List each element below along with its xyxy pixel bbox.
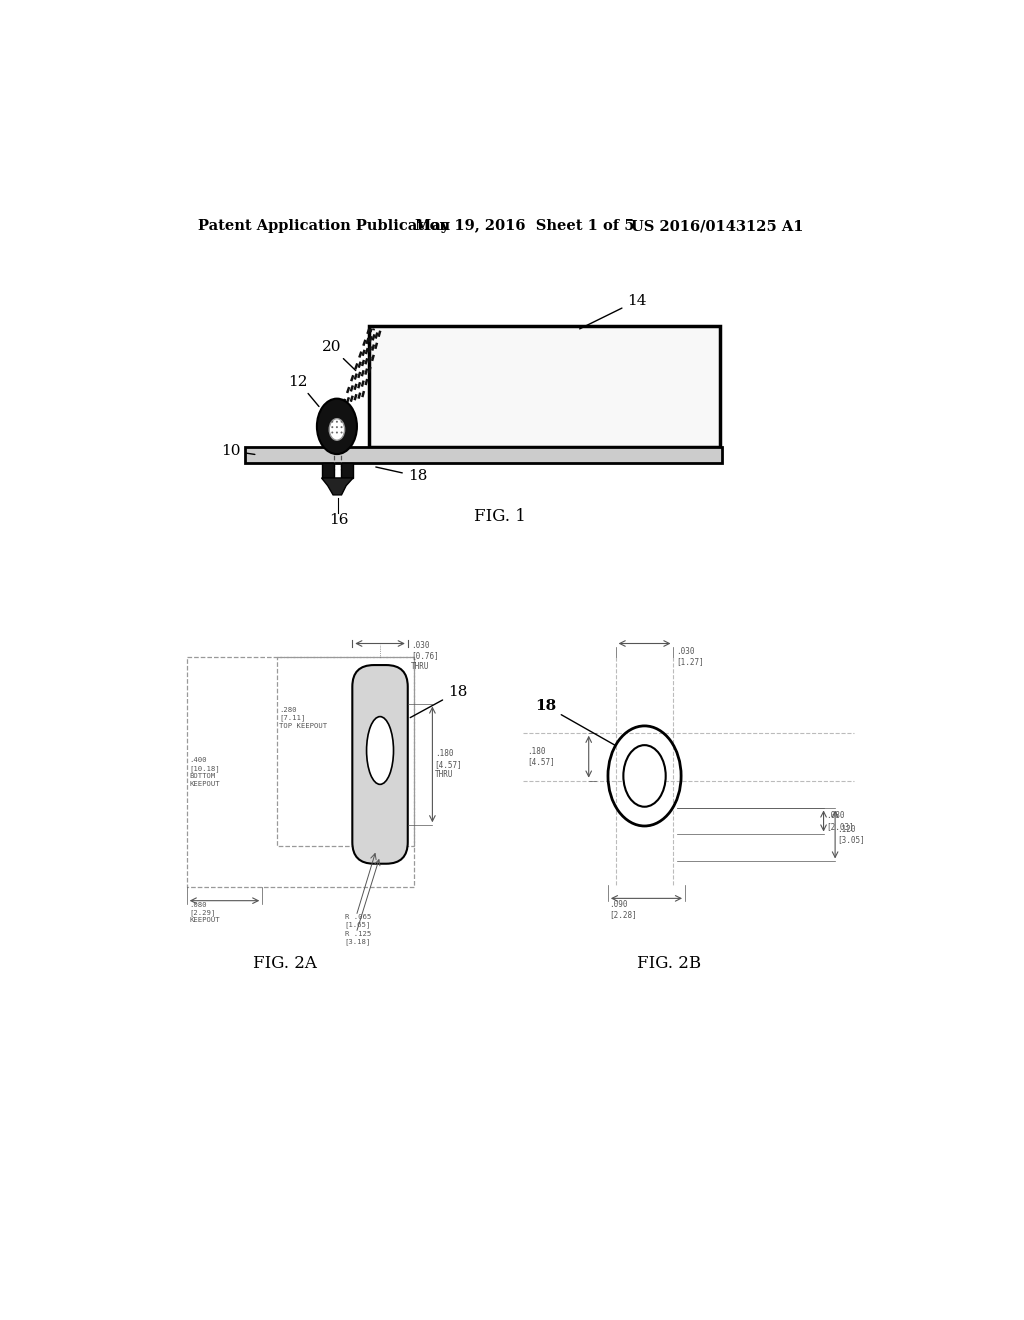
Circle shape [341,426,343,428]
Text: .120
[3.05]: .120 [3.05] [838,825,865,845]
Text: .080
[2.03]: .080 [2.03] [826,812,854,830]
Text: .030
[1.27]: .030 [1.27] [677,647,705,667]
Text: R .065
[1.65]: R .065 [1.65] [345,913,371,928]
Circle shape [336,426,338,428]
Ellipse shape [316,399,357,454]
FancyBboxPatch shape [352,665,408,863]
Text: R .125
[3.18]: R .125 [3.18] [345,932,371,945]
Text: FIG. 2B: FIG. 2B [638,954,701,972]
Text: 14: 14 [580,294,647,329]
Polygon shape [322,462,334,478]
Ellipse shape [367,717,393,784]
Ellipse shape [624,744,666,807]
Text: 20: 20 [322,341,355,371]
Text: .280
[7.11]
TOP KEEPOUT: .280 [7.11] TOP KEEPOUT [280,706,328,729]
Circle shape [341,432,343,433]
Text: 18: 18 [376,467,427,483]
Text: 18: 18 [535,698,615,746]
Text: 16: 16 [329,512,348,527]
Text: .080
[2.29]
KEEPOUT: .080 [2.29] KEEPOUT [189,903,220,923]
Text: US 2016/0143125 A1: US 2016/0143125 A1 [631,219,804,234]
Circle shape [332,432,333,433]
Circle shape [336,432,338,433]
Text: 18: 18 [411,685,467,718]
Polygon shape [341,462,353,478]
Text: Patent Application Publication: Patent Application Publication [199,219,451,234]
Text: .400
[10.18]
BOTTOM
KEEPOUT: .400 [10.18] BOTTOM KEEPOUT [189,758,220,787]
Polygon shape [370,326,720,447]
Circle shape [332,426,333,428]
Circle shape [332,421,333,422]
Text: FIG. 2A: FIG. 2A [253,954,316,972]
Text: .030
[0.76]
THRU: .030 [0.76] THRU [411,642,438,671]
Ellipse shape [330,418,345,441]
Polygon shape [322,478,353,495]
Text: May 19, 2016  Sheet 1 of 5: May 19, 2016 Sheet 1 of 5 [416,219,635,234]
Text: .090
[2.28]: .090 [2.28] [609,900,637,919]
Polygon shape [245,447,722,462]
Text: .180
[4.57]
THRU: .180 [4.57] THRU [435,750,463,779]
Circle shape [341,421,343,422]
Text: 12: 12 [289,375,318,407]
Circle shape [336,421,338,422]
Text: 10: 10 [221,444,255,458]
Text: .180
[4.57]: .180 [4.57] [527,747,555,767]
Text: FIG. 1: FIG. 1 [474,508,526,525]
